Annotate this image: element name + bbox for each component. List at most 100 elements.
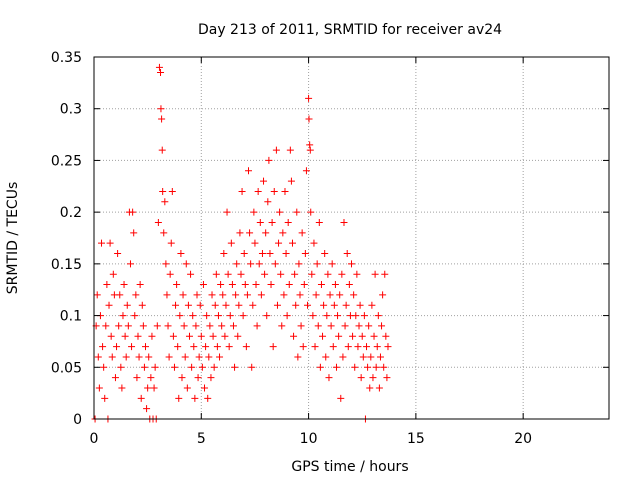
data-point — [359, 353, 367, 361]
data-point — [95, 384, 103, 392]
data-point — [292, 301, 300, 309]
data-point — [266, 250, 274, 258]
data-point — [118, 384, 126, 392]
data-point — [179, 291, 187, 299]
grid-lines — [94, 57, 609, 419]
data-point — [247, 260, 255, 268]
data-point — [357, 374, 365, 382]
data-point — [120, 281, 128, 289]
data-point — [290, 332, 298, 340]
data-point — [129, 208, 137, 216]
data-point — [321, 250, 329, 258]
axis-ticks: 0 5 10 15 20 0 0.05 0.1 0.15 0.2 0.25 0.3 0.35 — [51, 50, 609, 447]
x-tick-label: 20 — [514, 431, 532, 447]
data-point — [157, 69, 165, 77]
data-point — [242, 343, 250, 351]
data-point — [162, 260, 170, 268]
data-point — [174, 343, 182, 351]
data-point — [134, 332, 142, 340]
data-point — [178, 374, 186, 382]
data-point — [176, 312, 184, 320]
data-point — [320, 301, 328, 309]
data-point — [354, 343, 362, 351]
data-point — [189, 312, 197, 320]
data-point — [355, 322, 363, 330]
data-point — [287, 177, 295, 185]
data-point — [268, 218, 276, 226]
data-point — [160, 229, 168, 237]
data-point — [165, 353, 173, 361]
data-point — [159, 187, 167, 195]
data-point — [211, 301, 219, 309]
data-point — [225, 343, 233, 351]
data-point — [163, 291, 171, 299]
data-point — [136, 281, 144, 289]
data-point — [356, 301, 364, 309]
data-point — [350, 291, 358, 299]
data-point — [249, 301, 257, 309]
data-point — [336, 291, 344, 299]
data-point — [319, 332, 327, 340]
data-point — [181, 353, 189, 361]
data-point — [173, 281, 181, 289]
data-point — [220, 250, 228, 258]
data-point — [366, 384, 374, 392]
data-point — [363, 343, 371, 351]
data-point — [227, 239, 235, 247]
data-point — [209, 332, 217, 340]
data-point — [238, 187, 246, 195]
data-point — [341, 322, 349, 330]
data-point — [217, 281, 225, 289]
data-point — [214, 312, 222, 320]
data-point — [329, 343, 337, 351]
data-point — [233, 260, 241, 268]
data-point — [237, 270, 245, 278]
data-point — [279, 229, 287, 237]
data-point — [330, 301, 338, 309]
data-point — [166, 270, 174, 278]
data-point — [306, 141, 314, 149]
data-point — [139, 322, 147, 330]
data-point — [308, 270, 316, 278]
data-point — [206, 322, 214, 330]
data-point — [250, 208, 258, 216]
data-point — [299, 343, 307, 351]
data-point — [335, 332, 343, 340]
data-point — [243, 291, 251, 299]
data-point — [312, 291, 320, 299]
data-point — [256, 218, 264, 226]
data-point — [371, 270, 379, 278]
data-point — [340, 218, 348, 226]
data-point — [236, 229, 244, 237]
data-point — [364, 363, 372, 371]
data-point — [168, 187, 176, 195]
data-point — [257, 291, 265, 299]
data-point — [317, 281, 325, 289]
data-point — [291, 270, 299, 278]
data-point — [130, 229, 138, 237]
data-point — [344, 343, 352, 351]
data-point — [177, 250, 185, 258]
data-point — [316, 363, 324, 371]
data-point — [309, 312, 317, 320]
y-tick-label: 0.05 — [51, 360, 82, 376]
y-tick-label: 0.2 — [60, 205, 82, 221]
data-point — [334, 312, 342, 320]
data-point — [328, 260, 336, 268]
y-tick-label: 0 — [73, 412, 82, 428]
data-point — [98, 239, 106, 247]
data-point — [270, 187, 278, 195]
data-point — [231, 363, 239, 371]
data-point — [273, 301, 281, 309]
data-point — [138, 301, 146, 309]
data-point — [113, 343, 121, 351]
data-point — [307, 208, 315, 216]
data-point — [360, 312, 368, 320]
data-point — [378, 322, 386, 330]
data-point — [143, 405, 151, 413]
data-point — [172, 301, 180, 309]
y-axis-label: SRMTID / TECUs — [5, 182, 21, 295]
data-point — [239, 312, 247, 320]
data-point — [158, 146, 166, 154]
